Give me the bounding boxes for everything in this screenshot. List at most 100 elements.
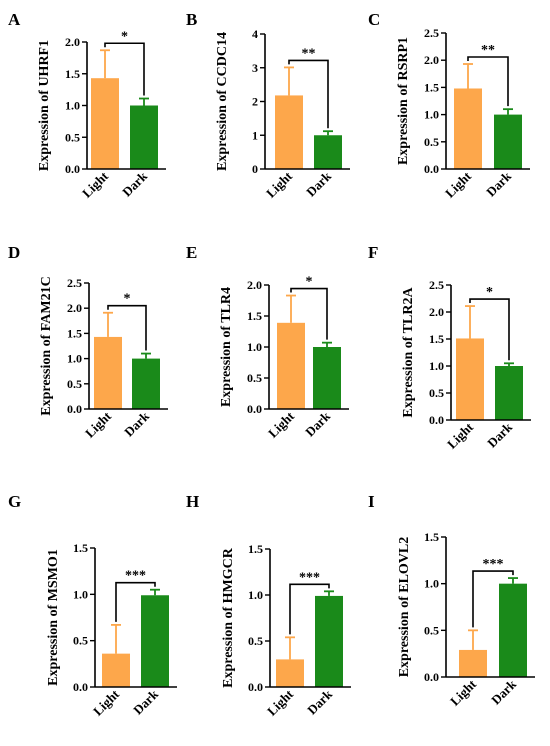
x-tick-label: Light bbox=[90, 686, 123, 719]
significance-bracket bbox=[472, 570, 514, 628]
y-tick-label: 0.0 bbox=[247, 402, 262, 416]
y-tick-label: 0.0 bbox=[65, 162, 80, 176]
bar-dark bbox=[130, 105, 158, 169]
x-tick-label: Dark bbox=[130, 686, 162, 718]
y-tick-label: 0.5 bbox=[73, 634, 88, 648]
bar-light bbox=[275, 95, 303, 169]
y-axis-label: Expression of ELOVL2 bbox=[397, 537, 412, 678]
panel-label: B bbox=[186, 10, 197, 29]
y-tick-label: 1.5 bbox=[429, 332, 444, 346]
panel-f: F Expression of TLR2A 0.0 0.5 1.0 1.5 2.0 2.5 Li… bbox=[368, 243, 531, 452]
bar-light bbox=[456, 338, 484, 420]
y-tick-label: 1.0 bbox=[73, 587, 88, 601]
significance-bracket bbox=[104, 42, 145, 96]
y-tick-label: 0.0 bbox=[424, 162, 439, 176]
panel-label: H bbox=[186, 492, 199, 511]
y-tick-label: 2.0 bbox=[65, 35, 80, 49]
significance-bracket bbox=[469, 298, 510, 361]
significance-bracket bbox=[107, 304, 147, 351]
panel-label: A bbox=[8, 10, 21, 29]
panel-label: D bbox=[8, 243, 20, 262]
panel-d: D Expression of FAM21C 0.0 0.5 1.0 1.5 2.0 2.5 L… bbox=[8, 243, 168, 441]
x-tick-label: Dark bbox=[484, 419, 516, 451]
y-tick-label: 0.5 bbox=[248, 634, 263, 648]
panel-label: I bbox=[368, 492, 375, 511]
y-tick-label: 0.0 bbox=[248, 680, 263, 694]
y-tick-label: 0.5 bbox=[424, 135, 439, 149]
significance-bracket bbox=[290, 287, 328, 340]
significance-label: *** bbox=[483, 557, 504, 572]
bar-light bbox=[91, 78, 119, 169]
y-tick-label: 1.5 bbox=[248, 542, 263, 556]
bar-dark bbox=[494, 114, 522, 169]
significance-label: * bbox=[124, 292, 131, 307]
y-tick-label: 0.5 bbox=[67, 377, 82, 391]
y-tick-label: 0.5 bbox=[424, 623, 439, 637]
y-tick-label: 0 bbox=[252, 162, 258, 176]
y-tick-label: 0.0 bbox=[73, 680, 88, 694]
y-tick-label: 1.0 bbox=[67, 352, 82, 366]
bar-dark bbox=[315, 595, 343, 687]
panel-h: H Expression of HMGCR 0.0 0.5 1.0 1.5 Light Dar… bbox=[186, 492, 351, 719]
y-tick-label: 2.5 bbox=[67, 276, 82, 290]
panel-e: E Expression of TLR4 0.0 0.5 1.0 1.5 2.0 Light D… bbox=[186, 243, 349, 441]
y-tick-label: 0.5 bbox=[247, 371, 262, 385]
x-tick-label: Dark bbox=[119, 168, 151, 200]
y-axis-label: Expression of FAM21C bbox=[39, 276, 54, 415]
panel-a: A Expression of UHRF1 0.0 0.5 1.0 1.5 2.0 Light… bbox=[8, 10, 166, 201]
x-tick-label: Light bbox=[444, 419, 477, 452]
y-tick-label: 1.5 bbox=[247, 309, 262, 323]
x-tick-label: Dark bbox=[302, 408, 334, 440]
y-tick-label: 0.0 bbox=[424, 670, 439, 684]
y-axis-label: Expression of HMGCR bbox=[221, 547, 236, 688]
y-axis-label: Expression of TLR2A bbox=[401, 287, 416, 418]
bar-dark bbox=[132, 358, 160, 409]
significance-label: * bbox=[486, 285, 493, 300]
y-axis-label: Expression of RSRP1 bbox=[396, 37, 411, 165]
panel-i: I Expression of ELOVL2 0.0 0.5 1.0 1.5 Light Da… bbox=[368, 492, 535, 709]
panel-c: C Expression of RSRP1 0.0 0.5 1.0 1.5 2.0 2.5 Li… bbox=[368, 10, 530, 201]
y-tick-label: 1.0 bbox=[424, 577, 439, 591]
bar-dark bbox=[495, 366, 523, 420]
panel-label: E bbox=[186, 243, 197, 262]
y-tick-label: 2 bbox=[252, 95, 258, 109]
bar-light bbox=[102, 653, 130, 687]
x-tick-label: Dark bbox=[483, 168, 515, 200]
y-tick-label: 2.0 bbox=[424, 53, 439, 67]
y-tick-label: 1.0 bbox=[248, 588, 263, 602]
significance-label: * bbox=[121, 29, 128, 44]
x-tick-label: Light bbox=[263, 168, 296, 201]
y-tick-label: 4 bbox=[252, 27, 258, 41]
y-tick-label: 1 bbox=[252, 128, 258, 142]
bar-light bbox=[454, 88, 482, 169]
x-tick-label: Light bbox=[442, 168, 475, 201]
y-tick-label: 1.0 bbox=[424, 108, 439, 122]
y-tick-label: 1.0 bbox=[429, 359, 444, 373]
bar-dark bbox=[141, 595, 169, 687]
y-tick-label: 1.5 bbox=[424, 530, 439, 544]
significance-bracket bbox=[467, 56, 509, 107]
y-tick-label: 2.0 bbox=[247, 278, 262, 292]
x-tick-label: Dark bbox=[488, 676, 520, 708]
y-tick-label: 0.5 bbox=[429, 386, 444, 400]
x-tick-label: Dark bbox=[304, 686, 336, 718]
x-tick-label: Light bbox=[79, 168, 112, 201]
y-tick-label: 1.5 bbox=[424, 80, 439, 94]
panel-g: G Expression of MSMO1 0.0 0.5 1.0 1.5 Light Dar… bbox=[8, 492, 177, 719]
y-tick-label: 1.5 bbox=[73, 541, 88, 555]
y-axis-label: Expression of MSMO1 bbox=[46, 549, 61, 686]
bar-light bbox=[277, 322, 305, 409]
y-tick-label: 0.0 bbox=[67, 402, 82, 416]
y-tick-label: 2.0 bbox=[429, 305, 444, 319]
y-axis-label: Expression of UHRF1 bbox=[37, 40, 52, 171]
significance-label: ** bbox=[481, 43, 495, 58]
significance-bracket bbox=[289, 583, 330, 635]
x-tick-label: Light bbox=[265, 408, 298, 441]
x-tick-label: Dark bbox=[121, 408, 153, 440]
x-tick-label: Light bbox=[447, 676, 480, 709]
y-tick-label: 2.5 bbox=[424, 26, 439, 40]
y-tick-label: 1.0 bbox=[65, 99, 80, 113]
panel-b: B Expression of CCDC14 0 1 2 3 4 Light Dark ** bbox=[186, 10, 350, 201]
bar-dark bbox=[499, 583, 527, 677]
